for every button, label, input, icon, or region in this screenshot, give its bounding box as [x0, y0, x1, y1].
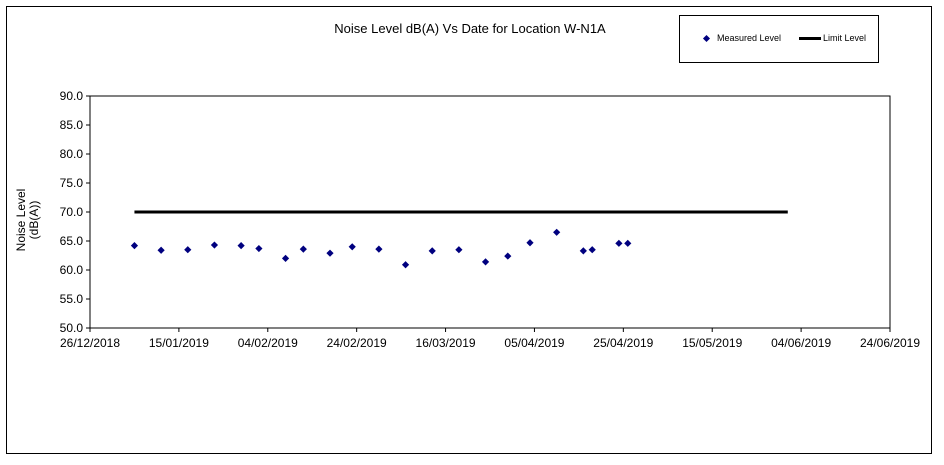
- x-tick-label: 26/12/2018: [60, 336, 120, 350]
- y-tick-label: 85.0: [60, 118, 84, 132]
- measured-point: [481, 258, 490, 266]
- measured-point: [428, 247, 436, 255]
- measured-point: [157, 246, 165, 254]
- x-tick-label: 24/02/2019: [327, 336, 387, 350]
- x-tick-label: 05/04/2019: [504, 336, 564, 350]
- measured-point: [237, 242, 245, 250]
- measured-point: [504, 252, 512, 260]
- y-tick-label: 65.0: [60, 234, 84, 248]
- measured-point: [299, 245, 307, 253]
- measured-point: [553, 228, 561, 236]
- measured-point: [210, 241, 219, 249]
- measured-point: [588, 246, 596, 254]
- y-tick-label: 60.0: [60, 263, 84, 277]
- measured-point: [326, 249, 334, 257]
- legend-entry-limit: Limit Level: [799, 33, 866, 43]
- measured-point: [624, 239, 632, 247]
- legend-label-measured: Measured Level: [717, 33, 782, 43]
- chart-area: [6, 6, 932, 454]
- y-tick-label: 55.0: [60, 292, 84, 306]
- x-tick-label: 15/05/2019: [682, 336, 742, 350]
- x-tick-label: 25/04/2019: [593, 336, 653, 350]
- measured-point: [184, 246, 192, 254]
- measured-point: [455, 246, 463, 254]
- measured-point: [579, 247, 587, 255]
- legend-label-limit: Limit Level: [823, 33, 867, 43]
- legend-line-marker: [799, 37, 821, 40]
- x-tick-label: 16/03/2019: [416, 336, 476, 350]
- y-tick-label: 90.0: [60, 89, 84, 103]
- measured-point: [401, 261, 410, 269]
- legend: Measured Level Limit Level: [679, 15, 879, 63]
- measured-point: [130, 242, 139, 250]
- x-tick-label: 04/02/2019: [238, 336, 298, 350]
- measured-point: [281, 254, 290, 262]
- measured-point: [348, 243, 356, 251]
- x-tick-label: 04/06/2019: [771, 336, 831, 350]
- legend-entry-measured: Measured Level: [702, 33, 782, 43]
- y-tick-label: 80.0: [60, 147, 84, 161]
- y-tick-label: 75.0: [60, 176, 84, 190]
- measured-point: [615, 239, 623, 247]
- y-tick-label: 70.0: [60, 205, 84, 219]
- x-tick-label: 24/06/2019: [860, 336, 920, 350]
- x-tick-label: 15/01/2019: [149, 336, 209, 350]
- measured-point: [375, 245, 383, 253]
- measured-point: [255, 244, 263, 253]
- measured-point: [526, 239, 534, 247]
- y-tick-label: 50.0: [60, 321, 84, 335]
- chart-title: Noise Level dB(A) Vs Date for Location W…: [334, 21, 606, 36]
